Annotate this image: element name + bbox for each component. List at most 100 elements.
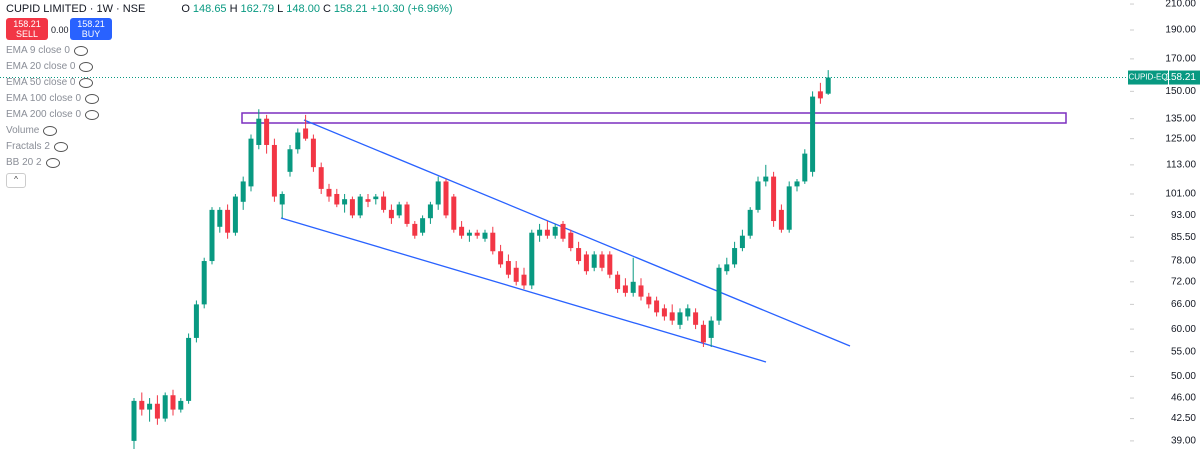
indicator-label: EMA 100 close 0 — [6, 93, 82, 104]
candle-body — [817, 91, 823, 99]
y-tick-label: 190.00 — [1165, 25, 1196, 36]
spread: 0.00 — [51, 25, 69, 35]
candle-body — [583, 254, 589, 272]
candle-body — [498, 251, 504, 265]
candle-body — [349, 199, 355, 216]
y-tick-label: 93.00 — [1171, 210, 1196, 221]
candle-body — [451, 196, 457, 230]
indicator[interactable]: Fractals 2 — [6, 141, 68, 152]
zone-rectangle — [241, 112, 1067, 124]
candle-body — [669, 312, 675, 321]
visibility-icon[interactable] — [45, 157, 60, 168]
y-tick-label: 39.00 — [1171, 436, 1196, 447]
collapse-button[interactable]: ^ — [6, 173, 26, 188]
candle-body — [295, 132, 301, 150]
candle-body — [739, 235, 745, 249]
trend-line-lower — [280, 217, 767, 363]
indicator[interactable]: EMA 20 close 0 — [6, 61, 94, 72]
visibility-icon[interactable] — [79, 61, 94, 72]
visibility-icon[interactable] — [53, 141, 68, 152]
indicator[interactable]: EMA 50 close 0 — [6, 77, 94, 88]
candle-body — [201, 261, 207, 305]
y-tick-label: 150.00 — [1165, 86, 1196, 97]
candle-body — [427, 204, 433, 219]
visibility-icon[interactable] — [79, 77, 94, 88]
visibility-icon[interactable] — [73, 45, 88, 56]
candle-body — [435, 181, 441, 205]
candle-body — [607, 254, 613, 275]
candle-body — [248, 138, 254, 187]
ohlc-label: L — [277, 3, 284, 15]
candle-body — [318, 167, 324, 189]
candle-body — [661, 308, 667, 317]
candle-body — [708, 320, 714, 338]
candle-body — [443, 181, 449, 216]
change: +10.30 (+6.96%) — [370, 3, 453, 15]
candle-body — [685, 308, 691, 317]
candle-body — [131, 400, 137, 441]
candle-body — [482, 232, 488, 239]
candle-body — [638, 285, 644, 297]
y-tick-label: 170.00 — [1165, 54, 1196, 65]
candle-body — [654, 300, 660, 313]
candle-body — [810, 96, 816, 172]
symbol: CUPID LIMITED · 1W · NSE — [6, 3, 146, 15]
indicator-label: EMA 9 close 0 — [6, 45, 70, 56]
indicator-label: EMA 50 close 0 — [6, 77, 76, 88]
candle-body — [310, 138, 316, 168]
candle-body — [552, 226, 558, 236]
candle-body — [256, 118, 262, 145]
indicator-label: BB 20 2 — [6, 157, 42, 168]
candle-body — [466, 232, 472, 236]
candle-body — [724, 264, 730, 272]
candle-body — [513, 267, 519, 282]
candle-body — [700, 324, 706, 343]
candle-body — [693, 312, 699, 325]
candle-body — [794, 181, 800, 187]
y-tick-label: 66.00 — [1171, 299, 1196, 310]
candle-body — [622, 285, 628, 293]
candle-body — [271, 144, 277, 197]
candle-body — [334, 193, 340, 205]
candle-body — [529, 232, 535, 286]
ohlc-value: 148.65 — [192, 3, 227, 15]
candle-body — [747, 209, 753, 236]
sell-button[interactable]: 158.21 SELL — [6, 18, 48, 40]
ohlc-value: 148.00 — [286, 3, 320, 15]
ohlc-label: C — [322, 3, 331, 15]
visibility-icon[interactable] — [85, 93, 100, 104]
indicator-label: Volume — [6, 125, 40, 136]
indicator[interactable]: EMA 100 close 0 — [6, 93, 100, 104]
candle-body — [420, 218, 426, 233]
candle-body — [732, 248, 738, 265]
buy-price: 158.21 — [77, 19, 105, 29]
price-tag — [1169, 70, 1200, 85]
candle-body — [521, 274, 527, 286]
candle-body — [646, 296, 652, 305]
indicator[interactable]: BB 20 2 — [6, 157, 60, 168]
candle-body — [396, 204, 402, 216]
candle-body — [381, 196, 387, 210]
y-tick-label: 210.00 — [1165, 0, 1196, 10]
visibility-icon[interactable] — [43, 125, 58, 136]
candle-body — [630, 281, 636, 293]
candle-body — [544, 229, 550, 236]
indicator[interactable]: EMA 9 close 0 — [6, 45, 88, 56]
ohlc-value: 162.79 — [240, 3, 275, 15]
indicator-label: EMA 20 close 0 — [6, 61, 76, 72]
candle-body — [412, 223, 418, 236]
ohlc-value: 158.21 — [333, 3, 368, 15]
candle-body — [537, 229, 543, 236]
candle-body — [357, 196, 363, 216]
indicator[interactable]: Volume — [6, 125, 58, 136]
buy-button[interactable]: 158.21 BUY — [70, 18, 112, 40]
y-tick-label: 135.00 — [1165, 113, 1196, 124]
candle-body — [771, 176, 777, 222]
candle-body — [763, 176, 769, 182]
candle-body — [404, 204, 410, 224]
visibility-icon[interactable] — [85, 109, 100, 120]
ohlc-label: O — [181, 3, 190, 15]
candle-body — [279, 193, 285, 205]
indicator[interactable]: EMA 200 close 0 — [6, 109, 100, 120]
candle-body — [490, 232, 496, 252]
